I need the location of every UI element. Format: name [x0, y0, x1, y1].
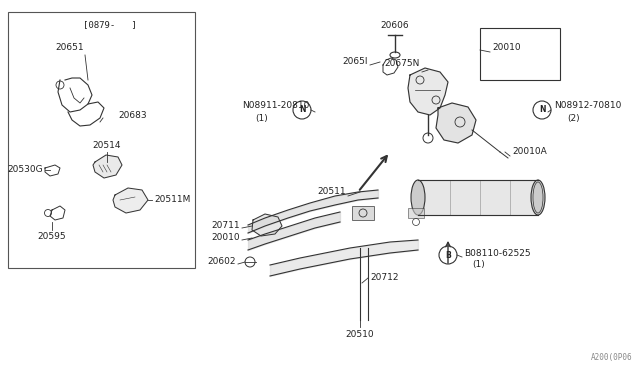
Polygon shape: [252, 214, 282, 236]
Polygon shape: [93, 155, 122, 178]
Text: 20010: 20010: [492, 44, 520, 52]
Ellipse shape: [531, 180, 545, 215]
Text: 20712: 20712: [370, 273, 399, 282]
Bar: [352, 206, 374, 220]
Polygon shape: [113, 188, 148, 213]
Ellipse shape: [411, 180, 425, 215]
Polygon shape: [408, 68, 448, 115]
Text: 20530G: 20530G: [8, 166, 43, 174]
Text: 20651: 20651: [56, 43, 84, 52]
Text: N08911-20810: N08911-20810: [242, 102, 309, 110]
Text: (1): (1): [255, 113, 268, 122]
Bar: [8, 12, 195, 268]
Text: 20511M: 20511M: [154, 196, 190, 205]
Text: 20010: 20010: [211, 232, 240, 241]
Text: [0879-   ]: [0879- ]: [83, 20, 137, 29]
Text: 20514: 20514: [93, 141, 121, 150]
Text: 20511: 20511: [317, 187, 346, 196]
Text: N: N: [539, 106, 545, 115]
Polygon shape: [436, 103, 476, 143]
Text: 20602: 20602: [207, 257, 236, 266]
Text: 20595: 20595: [38, 232, 67, 241]
Text: 2065I: 2065I: [342, 58, 368, 67]
Text: N08912-70810: N08912-70810: [554, 102, 621, 110]
Text: A200(0P06: A200(0P06: [590, 353, 632, 362]
Text: 20510: 20510: [346, 330, 374, 339]
Text: (1): (1): [472, 260, 484, 269]
Text: 20675N: 20675N: [385, 59, 420, 68]
Text: 20683: 20683: [118, 112, 147, 121]
Text: 20606: 20606: [381, 21, 410, 30]
Text: B: B: [445, 250, 451, 260]
Text: 20711: 20711: [211, 221, 240, 230]
Text: (2): (2): [567, 113, 580, 122]
Bar: [408, 208, 424, 218]
Bar: [480, 28, 560, 80]
Text: N: N: [299, 106, 305, 115]
Text: 20010A: 20010A: [512, 148, 547, 157]
Text: B08110-62525: B08110-62525: [464, 248, 531, 257]
